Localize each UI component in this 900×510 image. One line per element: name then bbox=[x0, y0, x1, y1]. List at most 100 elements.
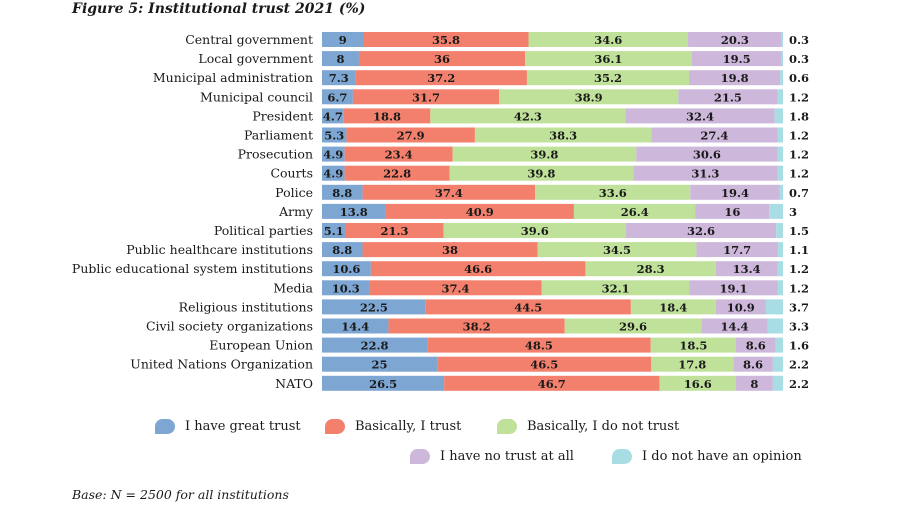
legend-label-no-opinion: I do not have an opinion bbox=[642, 449, 802, 464]
value-label-religious-institutions-2: 18.4 bbox=[659, 300, 687, 314]
value-label-civil-society-organizations-3: 14.4 bbox=[721, 320, 749, 334]
value-label-central-government-0: 9 bbox=[339, 33, 347, 47]
bar-segment-nato-1 bbox=[444, 375, 660, 391]
value-label-courts-3: 31.3 bbox=[691, 167, 719, 181]
bar-segment-prosecution-3 bbox=[636, 146, 778, 162]
value-label-municipal-council-4: 1.2 bbox=[789, 90, 809, 104]
bar-segment-army-0 bbox=[322, 203, 386, 219]
bar-segment-public-educational-system-institutions-2 bbox=[585, 261, 716, 277]
value-label-european-union-0: 22.8 bbox=[361, 339, 389, 353]
bar-segment-parliament-2 bbox=[474, 127, 652, 143]
value-label-civil-society-organizations-1: 38.2 bbox=[463, 320, 491, 334]
bar-segment-media-1 bbox=[369, 280, 542, 296]
bar-segment-nato-0 bbox=[322, 375, 445, 391]
bar-segment-police-3 bbox=[690, 184, 780, 200]
legend-swatch-no-opinion bbox=[612, 449, 632, 464]
category-label-public-educational-system-institutions: Public educational system institutions bbox=[72, 261, 313, 276]
value-label-public-educational-system-institutions-2: 28.3 bbox=[637, 262, 665, 276]
value-label-religious-institutions-3: 10.9 bbox=[727, 300, 755, 314]
value-label-media-4: 1.2 bbox=[789, 281, 809, 295]
bar-segment-european-union-2 bbox=[650, 337, 736, 353]
bar-segment-civil-society-organizations-0 bbox=[322, 318, 389, 334]
value-label-public-healthcare-institutions-3: 17.7 bbox=[723, 243, 751, 257]
bar-segment-municipal-administration-1 bbox=[355, 70, 527, 86]
value-label-political-parties-0: 5.1 bbox=[324, 224, 344, 238]
value-label-european-union-1: 48.5 bbox=[525, 339, 553, 353]
value-label-local-government-3: 19.5 bbox=[723, 52, 751, 66]
value-label-municipal-council-2: 38.9 bbox=[575, 90, 603, 104]
value-label-municipal-administration-1: 37.2 bbox=[427, 71, 455, 85]
category-label-municipal-council: Municipal council bbox=[200, 89, 313, 104]
value-label-political-parties-4: 1.5 bbox=[789, 224, 809, 238]
value-label-political-parties-2: 39.6 bbox=[521, 224, 549, 238]
value-label-police-1: 37.4 bbox=[435, 186, 463, 200]
value-label-public-educational-system-institutions-3: 13.4 bbox=[733, 262, 761, 276]
bar-segment-media-4 bbox=[777, 280, 783, 296]
value-label-municipal-administration-3: 19.8 bbox=[721, 71, 749, 85]
value-label-army-3: 16 bbox=[724, 205, 740, 219]
value-label-religious-institutions-4: 3.7 bbox=[789, 300, 809, 314]
bar-segment-police-1 bbox=[362, 184, 536, 200]
bar-segment-local-government-2 bbox=[525, 51, 692, 67]
bar-segment-public-educational-system-institutions-3 bbox=[715, 261, 778, 277]
bar-segment-european-union-3 bbox=[735, 337, 776, 353]
value-label-nato-1: 46.7 bbox=[538, 377, 566, 391]
bar-segment-president-1 bbox=[343, 108, 431, 124]
bar-segment-united-nations-organization-1 bbox=[437, 356, 652, 372]
bar-segment-public-healthcare-institutions-0 bbox=[322, 242, 363, 258]
value-label-united-nations-organization-0: 25 bbox=[372, 358, 388, 372]
category-label-prosecution: Prosecution bbox=[238, 147, 313, 162]
value-label-police-0: 8.8 bbox=[332, 186, 352, 200]
bar-segment-municipal-council-2 bbox=[499, 89, 679, 105]
bar-segment-police-4 bbox=[779, 184, 783, 200]
value-label-courts-4: 1.2 bbox=[789, 167, 809, 181]
bar-segment-courts-3 bbox=[633, 165, 778, 181]
value-label-president-4: 1.8 bbox=[789, 109, 809, 123]
category-label-central-government: Central government bbox=[185, 32, 313, 47]
value-label-parliament-1: 27.9 bbox=[397, 129, 425, 143]
bar-segment-parliament-0 bbox=[322, 127, 347, 143]
value-label-united-nations-organization-4: 2.2 bbox=[789, 358, 809, 372]
value-label-police-2: 33.6 bbox=[599, 186, 627, 200]
value-label-media-1: 37.4 bbox=[442, 281, 470, 295]
category-label-political-parties: Political parties bbox=[214, 223, 313, 238]
bar-segment-public-healthcare-institutions-4 bbox=[777, 242, 783, 258]
value-label-president-3: 32.4 bbox=[686, 109, 714, 123]
stacked-bar-chart: Central government 9 35.8 34.6 20.3 0.3 Local … bbox=[72, 32, 809, 391]
value-label-media-2: 32.1 bbox=[602, 281, 630, 295]
bar-segment-public-healthcare-institutions-2 bbox=[537, 242, 697, 258]
value-label-municipal-council-0: 6.7 bbox=[327, 90, 347, 104]
bar-segment-central-government-4 bbox=[781, 32, 783, 47]
value-label-army-4: 3 bbox=[789, 205, 797, 219]
value-label-parliament-0: 5.3 bbox=[324, 129, 344, 143]
bar-segment-media-2 bbox=[541, 280, 690, 296]
bar-segment-religious-institutions-2 bbox=[630, 299, 716, 315]
legend-label-great-trust: I have great trust bbox=[185, 419, 301, 434]
base-note: Base: N = 2500 for all institutions bbox=[72, 487, 289, 502]
value-label-municipal-council-1: 31.7 bbox=[412, 90, 440, 104]
value-label-municipal-council-3: 21.5 bbox=[714, 90, 742, 104]
category-label-united-nations-organization: United Nations Organization bbox=[130, 357, 313, 372]
value-label-local-government-0: 8 bbox=[336, 52, 344, 66]
legend-item-basically-trust: Basically, I trust bbox=[325, 419, 461, 434]
value-label-municipal-administration-0: 7.3 bbox=[329, 71, 349, 85]
bar-segment-local-government-3 bbox=[691, 51, 782, 67]
bar-segment-municipal-council-4 bbox=[777, 89, 783, 105]
bar-segment-municipal-council-3 bbox=[678, 89, 778, 105]
value-label-civil-society-organizations-0: 14.4 bbox=[341, 320, 369, 334]
value-label-public-educational-system-institutions-4: 1.2 bbox=[789, 262, 809, 276]
legend-swatch-great-trust bbox=[155, 419, 175, 434]
category-label-municipal-administration: Municipal administration bbox=[153, 70, 313, 85]
category-label-media: Media bbox=[273, 280, 313, 295]
bar-segment-central-government-0 bbox=[322, 32, 364, 47]
bar-segment-religious-institutions-0 bbox=[322, 299, 426, 315]
value-label-central-government-4: 0.3 bbox=[789, 33, 809, 47]
value-label-european-union-4: 1.6 bbox=[789, 339, 809, 353]
bar-segment-prosecution-2 bbox=[452, 146, 637, 162]
category-label-civil-society-organizations: Civil society organizations bbox=[146, 319, 313, 334]
legend-label-not-trust: Basically, I do not trust bbox=[527, 419, 680, 434]
value-label-municipal-administration-4: 0.6 bbox=[789, 71, 809, 85]
category-label-courts: Courts bbox=[270, 166, 313, 181]
value-label-civil-society-organizations-2: 29.6 bbox=[619, 320, 647, 334]
bar-segment-army-1 bbox=[385, 203, 574, 219]
